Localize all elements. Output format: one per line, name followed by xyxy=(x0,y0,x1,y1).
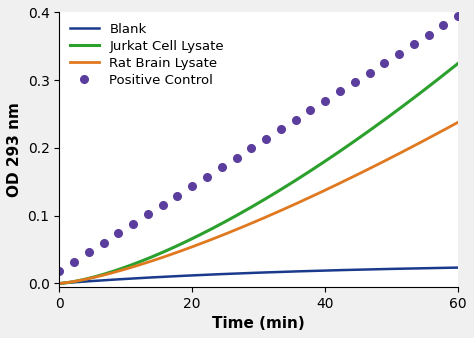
Jurkat Cell Lysate xyxy=(159,251,164,255)
Positive Control xyxy=(411,42,417,46)
Positive Control xyxy=(367,71,373,75)
Legend: Blank, Jurkat Cell Lysate, Rat Brain Lysate, Positive Control: Blank, Jurkat Cell Lysate, Rat Brain Lys… xyxy=(66,19,228,91)
Rat Brain Lysate xyxy=(456,120,461,124)
Positive Control xyxy=(130,222,136,226)
Blank xyxy=(127,276,133,281)
Rat Brain Lysate xyxy=(237,226,243,230)
Line: Positive Control: Positive Control xyxy=(55,12,462,275)
Rat Brain Lysate xyxy=(357,171,363,175)
Jurkat Cell Lysate xyxy=(127,264,133,268)
Positive Control xyxy=(174,194,180,198)
Line: Rat Brain Lysate: Rat Brain Lysate xyxy=(59,122,458,283)
Positive Control xyxy=(441,23,447,27)
Positive Control xyxy=(160,203,165,207)
Blank xyxy=(357,268,363,272)
Jurkat Cell Lysate xyxy=(357,136,363,140)
Blank xyxy=(237,271,243,275)
Rat Brain Lysate xyxy=(127,266,133,270)
Y-axis label: OD 293 nm: OD 293 nm xyxy=(7,102,22,197)
Positive Control xyxy=(456,14,461,18)
Rat Brain Lysate xyxy=(292,202,297,207)
Positive Control xyxy=(100,241,106,245)
Positive Control xyxy=(190,184,195,188)
Positive Control xyxy=(145,212,151,216)
Blank xyxy=(292,269,297,273)
Jurkat Cell Lysate xyxy=(237,212,243,216)
Positive Control xyxy=(204,175,210,179)
Positive Control xyxy=(234,156,239,160)
Positive Control xyxy=(116,231,121,235)
Jurkat Cell Lysate xyxy=(292,179,297,183)
Jurkat Cell Lysate xyxy=(456,61,461,65)
Line: Blank: Blank xyxy=(59,268,458,283)
Jurkat Cell Lysate xyxy=(323,159,328,163)
X-axis label: Time (min): Time (min) xyxy=(212,316,305,331)
Positive Control xyxy=(337,90,343,94)
Positive Control xyxy=(322,99,328,103)
Positive Control xyxy=(382,61,387,65)
Positive Control xyxy=(86,250,91,254)
Rat Brain Lysate xyxy=(56,281,62,285)
Positive Control xyxy=(56,269,62,273)
Blank xyxy=(323,268,328,272)
Rat Brain Lysate xyxy=(323,188,328,192)
Positive Control xyxy=(396,52,402,56)
Positive Control xyxy=(426,33,431,37)
Positive Control xyxy=(248,146,254,150)
Positive Control xyxy=(278,127,284,131)
Positive Control xyxy=(308,108,313,113)
Positive Control xyxy=(71,260,77,264)
Line: Jurkat Cell Lysate: Jurkat Cell Lysate xyxy=(59,63,458,283)
Rat Brain Lysate xyxy=(159,256,164,260)
Jurkat Cell Lysate xyxy=(56,281,62,285)
Positive Control xyxy=(352,80,358,84)
Blank xyxy=(456,266,461,270)
Positive Control xyxy=(293,118,299,122)
Blank xyxy=(56,281,62,285)
Positive Control xyxy=(263,137,269,141)
Positive Control xyxy=(219,165,225,169)
Blank xyxy=(159,275,164,279)
